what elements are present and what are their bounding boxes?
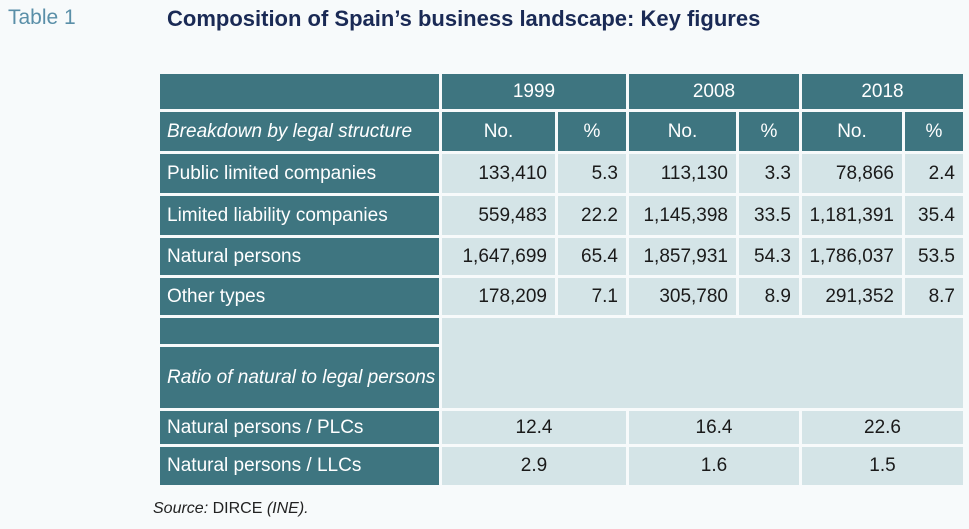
cell-ratio-plc-1999: 12.4 [442,411,626,444]
row-label-plc: Public limited companies [160,154,439,193]
cell-other-2008-pct: 8.9 [739,278,799,315]
cell-plc-1999-pct: 5.3 [558,154,626,193]
cell-natural-1999-no: 1,647,699 [442,238,555,275]
col-header-no-1999: No. [442,112,555,151]
source-label: Source: [153,500,208,517]
row-label-natural-persons: Natural persons [160,238,439,275]
col-header-no-2008: No. [629,112,736,151]
cell-other-1999-pct: 7.1 [558,278,626,315]
cell-natural-1999-pct: 65.4 [558,238,626,275]
row-label-llc: Limited liability companies [160,196,439,235]
spacer-data-cell [442,318,963,408]
cell-natural-2018-pct: 53.5 [905,238,963,275]
row-label-ratio-plc: Natural persons / PLCs [160,411,439,444]
table-title: Composition of Spain’s business landscap… [167,6,760,32]
cell-plc-2018-pct: 2.4 [905,154,963,193]
cell-ratio-llc-2018: 1.5 [802,447,963,485]
cell-natural-2008-no: 1,857,931 [629,238,736,275]
source-text: DIRCE [213,500,263,517]
cell-plc-1999-no: 133,410 [442,154,555,193]
cell-plc-2008-no: 113,130 [629,154,736,193]
spacer-label-cell [160,318,439,344]
cell-llc-2018-pct: 35.4 [905,196,963,235]
cell-natural-2018-no: 1,786,037 [802,238,902,275]
col-header-pct-1999: % [558,112,626,151]
col-header-pct-2018: % [905,112,963,151]
row-label-ratio-llc: Natural persons / LLCs [160,447,439,485]
cell-natural-2008-pct: 54.3 [739,238,799,275]
row-label-other-types: Other types [160,278,439,315]
cell-llc-2008-no: 1,145,398 [629,196,736,235]
cell-plc-2018-no: 78,866 [802,154,902,193]
cell-ratio-llc-2008: 1.6 [629,447,799,485]
col-header-no-2018: No. [802,112,902,151]
cell-llc-1999-no: 559,483 [442,196,555,235]
cell-llc-1999-pct: 22.2 [558,196,626,235]
year-header-1999: 1999 [442,74,626,109]
cell-other-1999-no: 178,209 [442,278,555,315]
cell-llc-2008-pct: 33.5 [739,196,799,235]
source-note: Source: DIRCE (INE). [153,500,309,518]
col-header-pct-2008: % [739,112,799,151]
cell-ratio-plc-2018: 22.6 [802,411,963,444]
cell-ratio-llc-1999: 2.9 [442,447,626,485]
cell-other-2008-no: 305,780 [629,278,736,315]
cell-plc-2008-pct: 3.3 [739,154,799,193]
cell-ratio-plc-2008: 16.4 [629,411,799,444]
source-org: (INE). [267,500,309,517]
cell-other-2018-no: 291,352 [802,278,902,315]
header-corner-cell [160,74,439,109]
ratio-heading: Ratio of natural to legal persons [160,347,439,408]
cell-other-2018-pct: 8.7 [905,278,963,315]
year-header-2018: 2018 [802,74,963,109]
data-table: 1999 2008 2018 Breakdown by legal struct… [160,74,963,485]
breakdown-label: Breakdown by legal structure [160,112,439,151]
year-header-2008: 2008 [629,74,799,109]
cell-llc-2018-no: 1,181,391 [802,196,902,235]
table-number-label: Table 1 [8,6,76,30]
